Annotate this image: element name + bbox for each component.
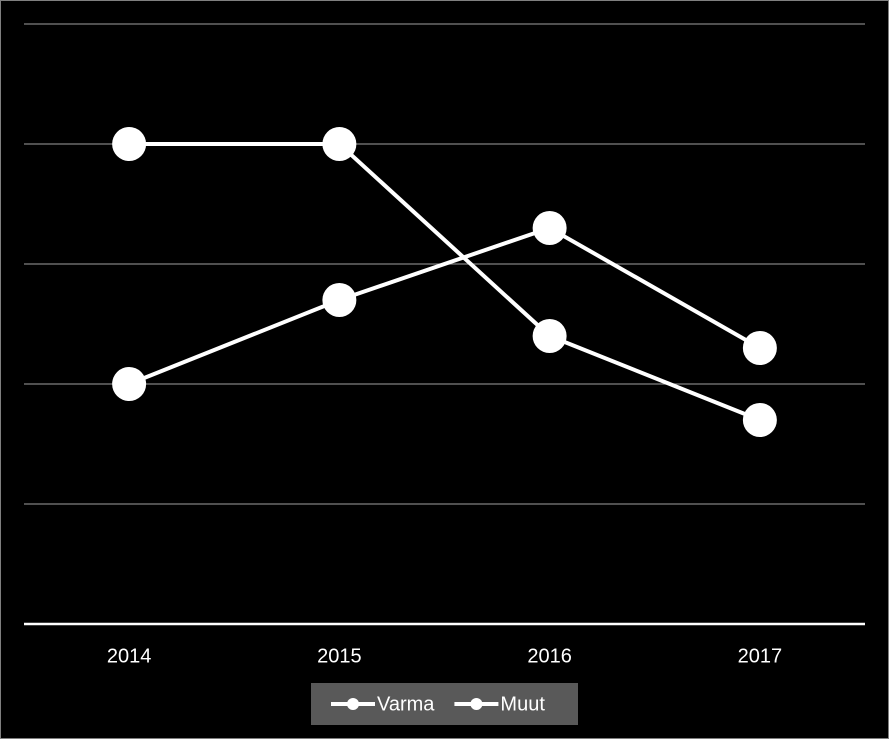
series-line	[128, 225, 761, 386]
data-point	[112, 367, 147, 401]
data-point	[112, 127, 147, 161]
data-point	[322, 127, 357, 161]
data-point	[532, 319, 567, 353]
x-tick-label: 2017	[738, 645, 783, 667]
legend-label: Muut	[500, 693, 545, 715]
data-point	[742, 403, 777, 437]
legend-marker	[347, 698, 359, 710]
legend: Varma Muut	[311, 683, 578, 725]
series-line	[129, 142, 761, 422]
legend-marker	[470, 698, 483, 710]
legend-label: Varma	[377, 693, 435, 715]
data-point	[742, 331, 777, 365]
x-tick-label: 2016	[527, 645, 572, 667]
x-tick-label: 2015	[317, 645, 362, 667]
data-point	[322, 283, 357, 317]
x-tick-label: 2014	[107, 645, 152, 667]
data-point	[532, 211, 567, 245]
